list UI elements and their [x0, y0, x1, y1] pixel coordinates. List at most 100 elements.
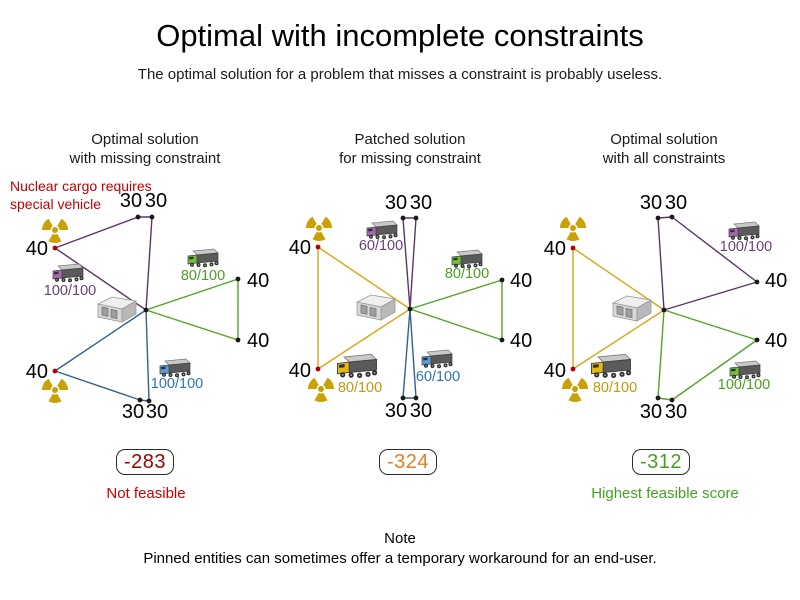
node-demand-label: 40	[510, 270, 532, 292]
column-header-missing-constraint: Optimal solution with missing constraint	[25, 130, 265, 168]
truck-wheel-hub	[197, 264, 200, 266]
truck-wheel-hub	[191, 264, 193, 266]
nuclear-node-dot	[52, 368, 58, 374]
truck-icon	[729, 360, 761, 380]
node-dot	[754, 279, 760, 285]
nuclear-blade	[314, 392, 328, 403]
truck-wheel-hub	[474, 264, 477, 267]
truck-wheel-hub	[449, 363, 452, 365]
nuclear-blade	[48, 233, 62, 244]
node-dot	[400, 395, 406, 401]
truck-capacity-label: 80/100	[338, 380, 382, 396]
truck-wheel-hub	[394, 234, 397, 236]
node-dot	[413, 395, 419, 401]
truck-wheel-hub	[444, 364, 447, 367]
node-dot	[669, 397, 675, 403]
nuclear-icon	[42, 218, 68, 244]
node-demand-label: 40	[510, 330, 532, 352]
route-green	[409, 279, 503, 341]
truck-wheel-hub	[69, 279, 71, 281]
node-demand-label: 30	[640, 192, 662, 214]
node-demand-label: 30	[410, 192, 432, 214]
node-dot	[149, 214, 155, 220]
node-dot	[499, 337, 505, 343]
nuclear-icon	[560, 216, 586, 241]
depot-side	[636, 299, 652, 322]
node-demand-label: 30	[385, 400, 407, 422]
node-demand-label: 40	[247, 270, 269, 292]
truck-icon	[421, 349, 453, 369]
nuclear-icon	[306, 216, 332, 241]
node-demand-label: 40	[26, 361, 48, 383]
truck-icon	[591, 353, 632, 378]
truck-body	[737, 225, 760, 237]
nuclear-node-dot	[52, 245, 58, 251]
column-header-line: Optimal solution	[610, 131, 718, 148]
truck-wheel-hub	[461, 265, 464, 267]
truck-capacity-label: 60/100	[416, 369, 460, 385]
truck-cab	[159, 364, 170, 375]
truck-body	[196, 252, 219, 264]
node-dot	[400, 215, 406, 221]
truck-windshield	[730, 229, 735, 233]
truck-wheel-hub	[479, 263, 482, 265]
node-dot	[235, 337, 241, 343]
nuclear-blade	[308, 377, 319, 389]
annotation-line: Nuclear cargo requires	[10, 178, 152, 194]
truck-wheel-hub	[738, 237, 741, 239]
column-header-patched-solution: Patched solution for missing constraint	[290, 130, 530, 168]
nuclear-center	[52, 387, 58, 393]
page-subtitle: The optimal solution for a problem that …	[137, 66, 663, 83]
node-dot	[413, 215, 419, 221]
nuclear-node-dot	[315, 366, 321, 372]
truck-windshield	[453, 257, 458, 261]
truck-capacity-label: 80/100	[593, 380, 637, 396]
nuclear-blade	[306, 216, 317, 228]
truck-wheel-hub	[163, 374, 165, 376]
nuclear-icon	[308, 377, 334, 403]
node-dot	[661, 307, 667, 313]
depot-door	[369, 306, 377, 318]
column-header-line: with all constraints	[602, 150, 726, 167]
nuclear-icon	[562, 377, 588, 403]
truck-wheel-hub	[215, 262, 218, 264]
node-demand-label: 30	[385, 192, 407, 214]
truck-wheel-hub	[383, 236, 385, 238]
node-demand-label: 30	[640, 401, 662, 423]
truck-wheel-hub	[341, 373, 344, 376]
truck-wheel-hub	[604, 374, 607, 377]
column-header-line: with missing constraint	[69, 150, 221, 167]
truck-wheel-hub	[756, 235, 759, 237]
truck-cab	[421, 355, 432, 366]
depot-door	[110, 308, 118, 320]
truck-icon	[52, 263, 84, 283]
truck-wheel-hub	[350, 374, 353, 377]
note-body: Pinned entities can sometimes offer a te…	[143, 550, 657, 567]
node-dot	[143, 307, 149, 313]
truck-cab	[187, 254, 198, 265]
truck-wheel-hub	[745, 237, 747, 239]
truck-wheel-hub	[627, 371, 630, 374]
truck-wheel-hub	[62, 279, 65, 281]
truck-windshield	[161, 366, 166, 370]
node-demand-label: 40	[247, 330, 269, 352]
column-header-all-constraints: Optimal solution with all constraints	[544, 130, 784, 168]
truck-wheel-hub	[757, 374, 760, 376]
node-demand-label: 40	[26, 238, 48, 260]
truck-wheel-hub	[187, 372, 190, 374]
score-caption-not-feasible: Not feasible	[106, 485, 186, 502]
depot-side	[121, 300, 137, 323]
truck-wheel-hub	[739, 376, 742, 378]
route-gold	[572, 247, 665, 370]
truck-cab	[337, 361, 350, 375]
node-demand-label: 40	[289, 360, 311, 382]
truck-body	[348, 358, 377, 374]
truck-icon	[337, 353, 378, 378]
truck-wheel-hub	[746, 376, 748, 378]
truck-body	[602, 358, 631, 374]
node-demand-label: 40	[289, 237, 311, 259]
